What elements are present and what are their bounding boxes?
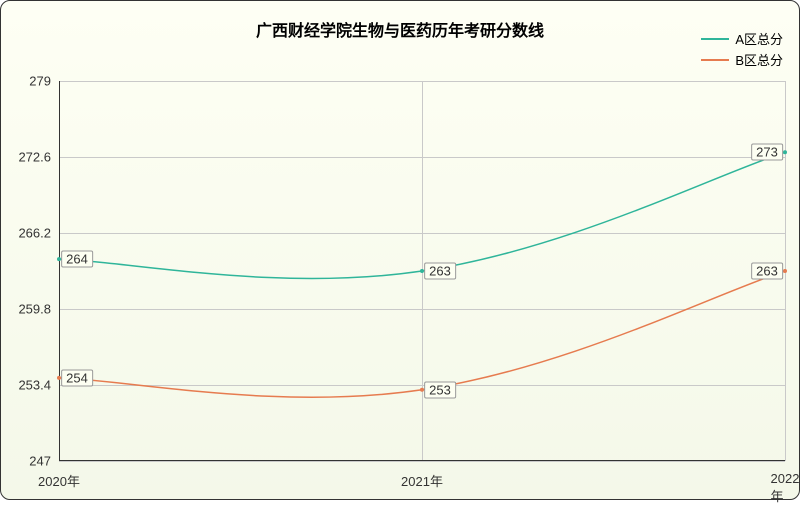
series-line bbox=[59, 271, 785, 397]
legend-label-a: A区总分 bbox=[735, 29, 783, 48]
legend-item-b: B区总分 bbox=[701, 50, 783, 69]
plot-area: 264263273254253263 247253.4259.8266.2272… bbox=[59, 81, 785, 461]
y-tick-label: 259.8 bbox=[18, 302, 51, 317]
data-label: 273 bbox=[751, 144, 783, 161]
data-label: 263 bbox=[751, 263, 783, 280]
series-marker bbox=[783, 150, 787, 154]
y-tick-label: 266.2 bbox=[18, 226, 51, 241]
series-svg bbox=[59, 81, 785, 461]
legend-label-b: B区总分 bbox=[735, 50, 783, 69]
y-tick-label: 272.6 bbox=[18, 150, 51, 165]
x-tick-label: 2021年 bbox=[401, 471, 443, 490]
data-label: 254 bbox=[61, 369, 93, 386]
y-tick-label: 279 bbox=[29, 74, 51, 89]
series-marker bbox=[783, 269, 787, 273]
legend-swatch-b bbox=[701, 59, 729, 61]
y-tick-label: 247 bbox=[29, 454, 51, 469]
data-label: 253 bbox=[424, 381, 456, 398]
legend-swatch-a bbox=[701, 38, 729, 40]
x-tick-label: 2020年 bbox=[38, 471, 80, 490]
legend-item-a: A区总分 bbox=[701, 29, 783, 48]
data-label: 263 bbox=[424, 263, 456, 280]
chart-title: 广西财经学院生物与医药历年考研分数线 bbox=[1, 17, 799, 41]
data-label: 264 bbox=[61, 251, 93, 268]
grid-h bbox=[59, 461, 785, 462]
y-tick-label: 253.4 bbox=[18, 378, 51, 393]
chart-container: 广西财经学院生物与医药历年考研分数线 A区总分 B区总分 264 263 273 25… bbox=[0, 0, 800, 500]
legend: A区总分 B区总分 bbox=[701, 29, 783, 71]
series-line bbox=[59, 152, 785, 278]
